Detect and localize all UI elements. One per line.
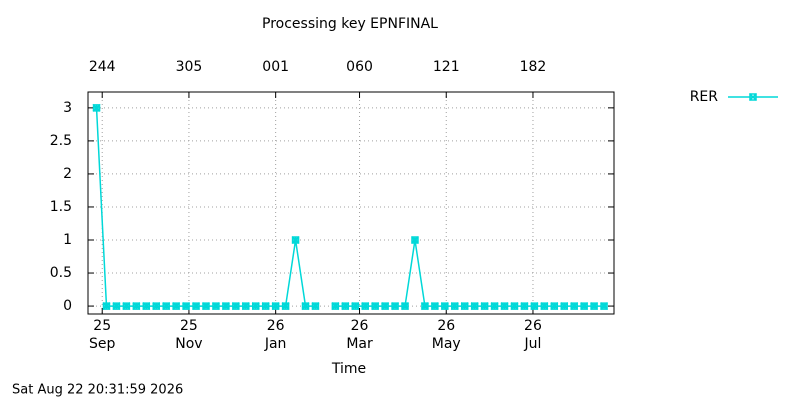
marker (182, 302, 191, 311)
marker (381, 302, 390, 311)
marker (500, 302, 509, 311)
marker (112, 302, 121, 311)
marker (410, 235, 420, 245)
chart-title: Processing key EPNFINAL (262, 16, 438, 32)
marker (122, 302, 131, 311)
marker (251, 302, 260, 311)
x-tick-label-line: 25 (93, 318, 111, 334)
marker (311, 302, 320, 311)
marker (351, 302, 360, 311)
y-tick-label: 0.5 (50, 265, 72, 281)
x-tick-label-line: 25 (180, 318, 198, 334)
marker (241, 302, 250, 311)
x-tick-label: 25 Sep (89, 318, 116, 352)
marker (281, 302, 290, 311)
marker (570, 302, 579, 311)
marker (261, 302, 270, 311)
marker (490, 302, 499, 311)
marker (142, 302, 151, 311)
y-tick-label: 0 (63, 298, 72, 314)
x-tick-label-line: Mar (346, 336, 373, 352)
x2-tick-label: 244 (89, 59, 116, 75)
marker (540, 302, 549, 311)
marker (361, 302, 370, 311)
x-tick-label: 26 Jan (264, 318, 287, 352)
marker (600, 302, 609, 311)
marker (520, 302, 529, 311)
marker (341, 302, 350, 311)
x-tick-label-line: 26 (437, 318, 455, 334)
x-tick-label: 26 Mar (346, 318, 373, 352)
marker (560, 302, 569, 311)
x2-tick-label: 001 (262, 59, 289, 75)
x-tick-label: 25 Nov (175, 318, 202, 352)
marker (470, 302, 479, 311)
x2-tick-label: 060 (346, 59, 373, 75)
x-axis-label: Time (331, 361, 366, 377)
marker (201, 302, 211, 311)
marker (510, 302, 519, 311)
x-tick-label-line: Jul (524, 336, 542, 352)
x2-tick-label: 121 (433, 59, 460, 75)
marker (211, 302, 220, 311)
marker (172, 302, 181, 311)
x-tick-label: 26 May (432, 318, 461, 352)
y-tick-label: 2.5 (50, 133, 72, 149)
marker (102, 302, 111, 311)
marker (590, 302, 599, 311)
x-tick-label-line: 26 (267, 318, 285, 334)
marker (450, 302, 459, 311)
marker (530, 302, 539, 311)
marker (391, 302, 400, 311)
marker (192, 302, 201, 311)
marker (152, 302, 161, 311)
x-tick-label-line: Nov (175, 336, 202, 352)
x-tick-label-line: 26 (524, 318, 542, 334)
y-tick-label: 1.5 (50, 199, 72, 215)
marker (371, 302, 380, 311)
marker (301, 302, 310, 311)
marker (132, 302, 141, 311)
y-tick-label: 1 (63, 232, 72, 248)
timestamp: Sat Aug 22 20:31:59 2026 (12, 383, 183, 398)
marker (271, 302, 280, 311)
marker (420, 302, 429, 311)
marker (430, 302, 439, 311)
x2-tick-label: 305 (176, 59, 203, 75)
marker (440, 302, 449, 311)
x-tick-label: 26 Jul (524, 318, 542, 352)
plot-border (87, 91, 615, 315)
y-tick-label: 2 (63, 166, 72, 182)
marker (480, 302, 489, 311)
legend-label: RER (690, 89, 719, 105)
legend-marker (748, 92, 758, 102)
marker (460, 302, 469, 311)
marker (221, 302, 230, 311)
x-tick-label-line: 26 (351, 318, 369, 334)
y-tick-label: 3 (63, 100, 72, 116)
x-tick-label-line: May (432, 336, 461, 352)
marker (550, 302, 559, 311)
marker (331, 302, 340, 311)
marker (231, 302, 240, 311)
x-tick-label-line: Jan (264, 336, 287, 352)
x-tick-label-line: Sep (89, 336, 116, 352)
x2-tick-label: 182 (520, 59, 547, 75)
marker (92, 103, 101, 112)
marker (400, 302, 410, 311)
marker (162, 302, 171, 311)
marker (291, 235, 300, 245)
marker (580, 302, 589, 311)
